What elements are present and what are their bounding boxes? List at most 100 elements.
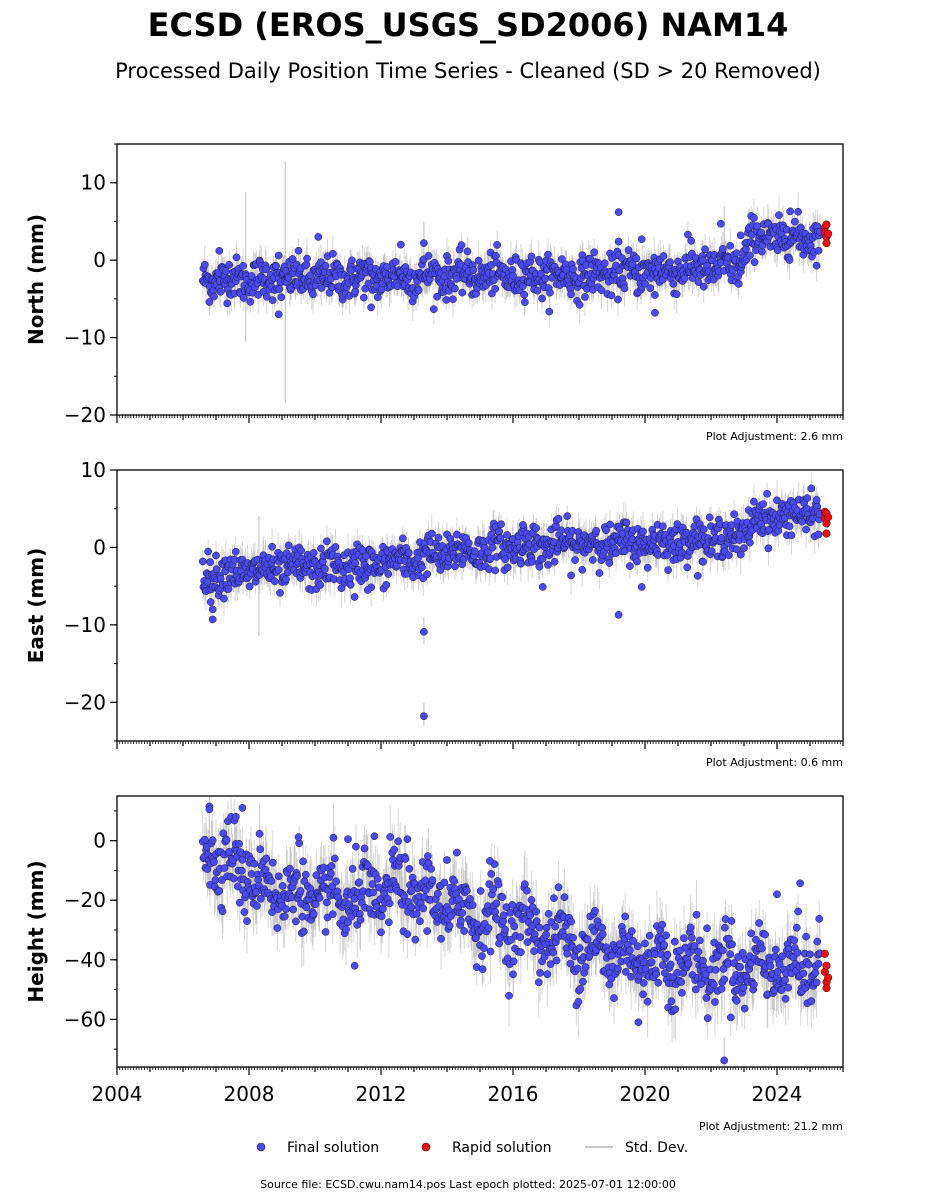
final-point [205,298,214,306]
final-point [794,207,802,216]
final-point [632,254,641,263]
final-point [442,296,451,304]
final-point [597,286,606,295]
final-point [496,534,505,542]
final-point [470,547,479,556]
final-outlier-point [717,219,725,228]
final-point [503,563,512,572]
final-point [740,544,748,552]
final-point [212,551,220,560]
final-point [571,556,579,564]
final-point [231,547,240,556]
final-point [469,266,478,275]
final-point [536,269,545,278]
final-point [453,275,461,283]
final-point [646,284,655,293]
plot-area [198,472,833,726]
final-point [602,526,610,535]
final-point [663,551,672,559]
final-point [351,287,360,296]
final-point [331,543,340,551]
final-point [807,484,816,493]
final-point [600,259,609,268]
final-point [541,274,550,283]
final-point [707,547,716,556]
y-tick-label: 10 [81,171,106,195]
final-point [557,526,566,535]
final-point [359,293,368,302]
final-point [618,254,626,262]
final-point [262,292,271,301]
final-point [495,527,503,536]
final-point [275,285,284,294]
final-point [423,570,432,579]
final-points [198,207,824,319]
final-point [274,565,283,574]
final-point [458,288,467,297]
final-point [736,550,745,559]
final-point [282,575,290,584]
final-point [773,496,781,505]
final-outlier-point [420,712,428,721]
final-point [245,582,254,591]
final-point [457,241,466,249]
final-point [317,544,325,553]
final-point [328,249,337,258]
final-point [545,307,554,316]
final-point [554,514,563,523]
final-outlier-point [786,207,795,216]
rapid-point [822,220,831,229]
final-outlier-point [396,240,405,249]
final-point [533,286,542,295]
final-point [624,246,633,254]
final-outlier-point [637,583,646,591]
final-point [316,581,325,589]
final-point [544,250,552,259]
final-outlier-point [420,627,428,636]
plot-area [198,161,833,404]
final-point [532,524,540,533]
final-point [517,559,525,568]
final-point [216,287,225,296]
final-point [323,537,331,546]
final-point [628,260,637,268]
final-point [429,305,438,314]
final-point [521,298,529,306]
final-point [705,513,714,522]
final-outlier-point [651,308,659,317]
final-point [414,286,423,295]
final-point [474,256,483,265]
final-point [212,565,221,574]
final-outlier-point [208,615,217,624]
final-point [272,262,280,270]
final-point [464,539,473,547]
final-outlier-point [350,593,359,601]
final-point [535,562,544,571]
final-point [198,557,207,566]
final-point [699,256,707,265]
final-point [575,301,584,309]
final-point [802,525,810,534]
final-point [659,252,668,260]
final-point [701,245,709,254]
final-point [294,246,303,255]
final-point [497,520,505,529]
final-point [544,561,552,569]
final-point [742,245,750,253]
final-point [567,571,575,580]
plot-adjustment-note: Plot Adjustment: 0.6 mm [706,756,843,769]
final-point [383,263,391,271]
final-point [753,222,762,231]
final-point [200,260,209,269]
final-point [449,295,457,304]
final-point [669,280,678,288]
final-point [726,241,734,250]
final-point [773,246,782,255]
y-tick-label: −10 [64,613,106,637]
final-point [288,255,297,263]
final-point [501,555,509,564]
final-point [491,284,500,293]
final-point [666,258,674,267]
final-point [317,284,326,292]
